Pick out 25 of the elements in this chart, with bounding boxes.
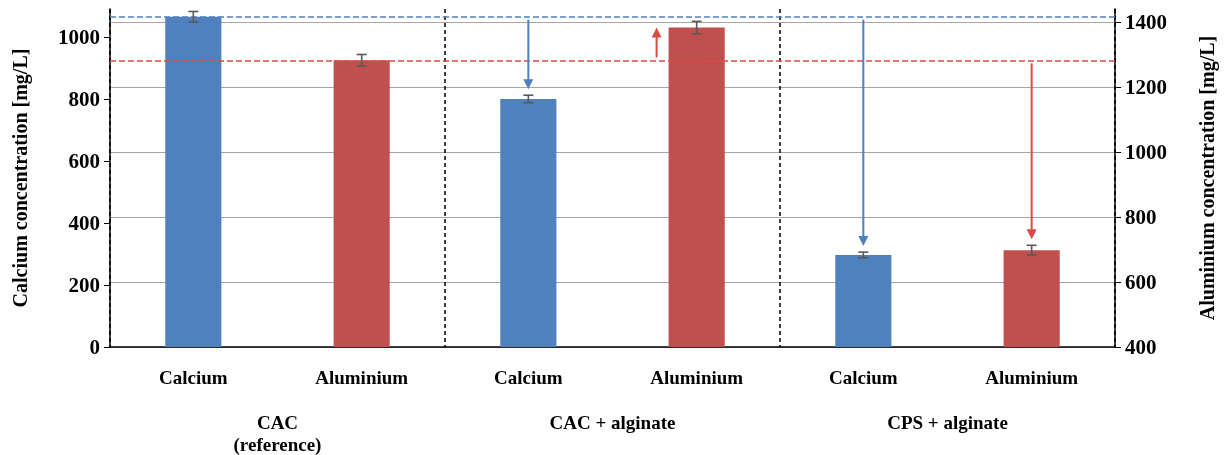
y-tick-label: 400 [68,210,100,235]
text: Calcium [829,367,898,388]
text: Aluminium [650,367,744,388]
x-tick-label: CAC (reference) [233,411,322,455]
y2-tick-label: 400 [1125,335,1157,359]
series-label: Aluminium [315,367,409,388]
y-tick-label: 1000 [58,24,100,49]
y2-tick-label: 600 [1125,270,1157,294]
bar [500,98,557,347]
text: Calcium [494,367,563,388]
y-axis-title: Calcium concentration [mg/L] [9,48,32,308]
y2-tick-label: 1000 [1125,140,1167,164]
y-tick-label: 200 [68,272,100,297]
y2-tick-label: 1400 [1125,10,1167,34]
y2-tick-label: 1200 [1125,75,1167,99]
y-tick-label: 0 [89,335,100,359]
bar [835,254,892,347]
y2-axis-title: Aluminium concentration [mg/L] [1196,35,1219,321]
x-tick-label: CPS + alginate [887,411,1008,433]
series-label: Calcium [159,367,228,388]
y2-tick-label: 800 [1125,205,1157,229]
x-tick-label: CAC + alginate [549,411,676,433]
y-tick-label: 800 [68,86,100,111]
text: Aluminium [985,367,1079,388]
y-tick-label: 600 [68,148,100,173]
